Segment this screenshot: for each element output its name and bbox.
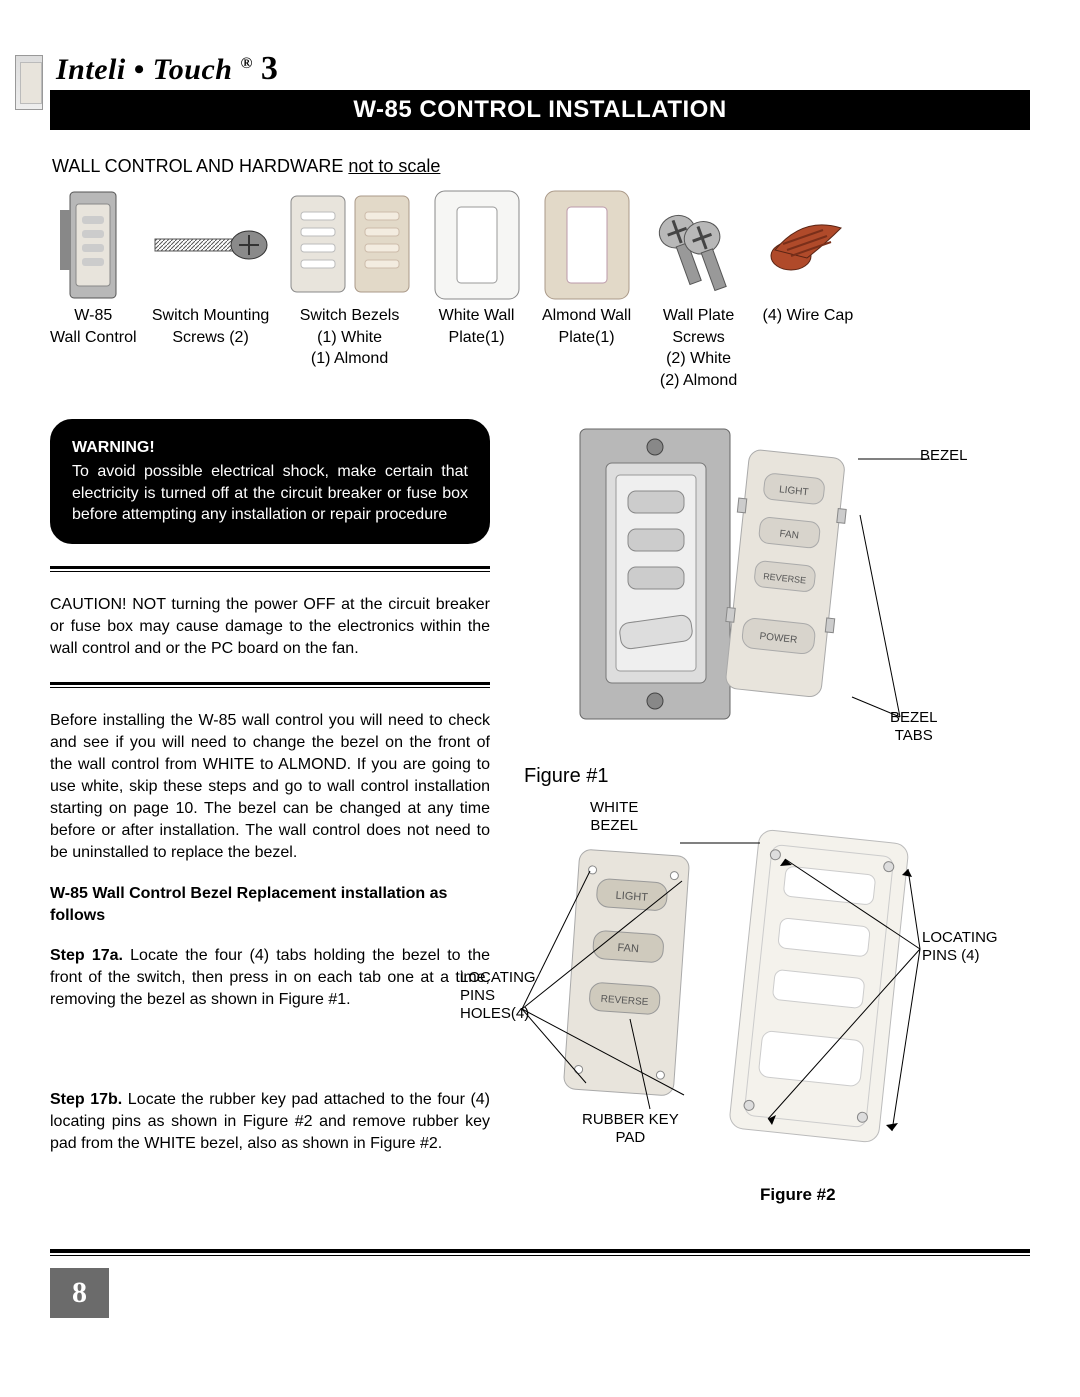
figure2-svg: LIGHT FAN REVERSE (460, 799, 1020, 1179)
divider (50, 682, 490, 688)
hw-plate-screws: Wall Plate Screws (2) White (2) Almond (649, 185, 749, 391)
warning-text: To avoid possible electrical shock, make… (72, 463, 468, 523)
plate-screws-icon (649, 195, 749, 295)
callout-locating-holes: LOCATING PINS HOLES(4) (460, 969, 536, 1023)
thumbnail-icon (15, 55, 43, 110)
hw-almond-plate: Almond Wall Plate(1) (539, 185, 635, 348)
screw-icon (151, 225, 271, 265)
svg-text:LIGHT: LIGHT (615, 890, 648, 904)
callout-bezel-tabs: BEZEL TABS (890, 709, 938, 745)
hw-bezels: Switch Bezels (1) White (1) Almond (285, 185, 415, 370)
page-header: Inteli • Touch ® 3 W-85 CONTROL INSTALLA… (50, 50, 1030, 130)
hw-label: Wall Plate Screws (2) White (2) Almond (660, 305, 737, 391)
hw-mounting-screws: Switch Mounting Screws (2) (151, 185, 271, 348)
warning-heading: WARNING! (72, 437, 468, 459)
page-title-bar: W-85 CONTROL INSTALLATION (50, 90, 1030, 130)
hw-label: Almond Wall Plate(1) (542, 305, 631, 348)
divider (50, 566, 490, 572)
section-heading: W-85 Wall Control Bezel Replacement inst… (50, 883, 490, 927)
figure1-svg: LIGHT FAN REVERSE POWER (520, 419, 980, 739)
footer-rule-thin (50, 1255, 1030, 1256)
page-number: 8 (50, 1268, 109, 1318)
hw-wall-control: W-85 Wall Control (50, 185, 137, 348)
figure2-label: Figure #2 (760, 1185, 836, 1205)
brand-model: 3 (261, 50, 279, 87)
hw-label: White Wall Plate(1) (439, 305, 515, 348)
hw-label: Switch Bezels (1) White (1) Almond (300, 305, 400, 370)
right-column: LIGHT FAN REVERSE POWER (520, 419, 1030, 1219)
hw-label: (4) Wire Cap (763, 305, 854, 327)
callout-locating-pins: LOCATING PINS (4) (922, 929, 998, 965)
wall-control-icon (58, 190, 128, 300)
callout-white-bezel: WHITE BEZEL (590, 799, 638, 835)
caution-text: CAUTION! NOT turning the power OFF at th… (50, 594, 490, 660)
step-label: Step 17a. (50, 947, 123, 964)
bezels-icon (285, 190, 415, 300)
hw-wire-cap: (4) Wire Cap (763, 185, 854, 327)
svg-text:FAN: FAN (617, 942, 639, 955)
hw-label: Switch Mounting Screws (2) (152, 305, 269, 348)
warning-box: WARNING! To avoid possible electrical sh… (50, 419, 490, 543)
manual-page: Inteli • Touch ® 3 W-85 CONTROL INSTALLA… (0, 0, 1080, 1348)
hardware-caption: WALL CONTROL AND HARDWARE not to scale (52, 156, 1030, 177)
callout-bezel: BEZEL (920, 447, 968, 465)
step-label: Step 17b. (50, 1091, 122, 1108)
figure-1: LIGHT FAN REVERSE POWER (520, 419, 1030, 789)
step-17b: Step 17b. Locate the rubber key pad atta… (50, 1089, 490, 1155)
brand-title: Inteli • Touch ® 3 (50, 50, 1030, 88)
hw-label: W-85 Wall Control (50, 305, 137, 348)
almond-plate-icon (539, 185, 635, 305)
wirecap-icon (763, 210, 853, 280)
step-17a: Step 17a. Locate the four (4) tabs holdi… (50, 945, 490, 1011)
hardware-row: W-85 Wall Control Switch Mounting Screws… (50, 185, 1030, 391)
footer-rule-thick (50, 1249, 1030, 1253)
svg-text:FAN: FAN (779, 529, 799, 542)
page-number-wrap: 8 (50, 1268, 1030, 1318)
hardware-caption-main: WALL CONTROL AND HARDWARE (52, 156, 348, 176)
intro-paragraph: Before installing the W-85 wall control … (50, 710, 490, 865)
content-columns: WARNING! To avoid possible electrical sh… (50, 419, 1030, 1219)
hardware-caption-note: not to scale (348, 156, 440, 176)
callout-rubber-pad: RUBBER KEY PAD (582, 1111, 679, 1147)
figure1-label: Figure #1 (524, 765, 609, 788)
brand-reg: ® (240, 55, 252, 72)
figure-2: LIGHT FAN REVERSE (460, 799, 1030, 1219)
hw-white-plate: White Wall Plate(1) (429, 185, 525, 348)
brand-text: Inteli • Touch (56, 53, 232, 86)
left-column: WARNING! To avoid possible electrical sh… (50, 419, 490, 1219)
white-plate-icon (429, 185, 525, 305)
